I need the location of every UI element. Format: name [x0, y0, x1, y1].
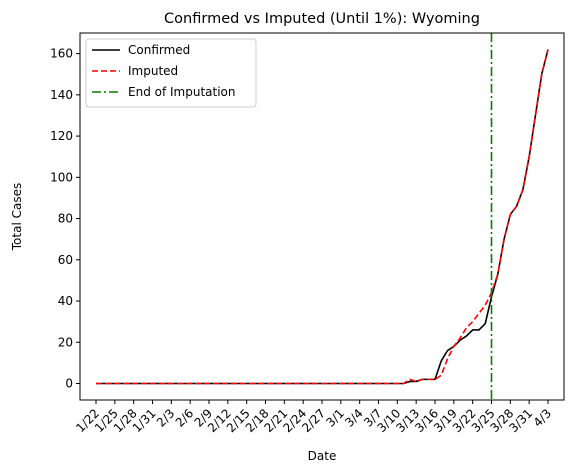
y-axis: 0 20 40 60 80 100 120 140 160 [50, 47, 80, 391]
y-tick-label: 0 [65, 377, 73, 391]
x-axis-label: Date [308, 449, 337, 463]
y-tick-label: 160 [50, 47, 73, 61]
x-tick-label: 4/3 [531, 406, 555, 430]
y-tick-label: 140 [50, 88, 73, 102]
legend-label: Confirmed [128, 43, 190, 57]
y-tick-label: 80 [58, 212, 73, 226]
y-axis-label: Total Cases [10, 183, 24, 251]
y-tick-label: 60 [58, 253, 73, 267]
y-tick-label: 100 [50, 170, 73, 184]
legend-box [85, 38, 257, 108]
legend-label: Imputed [128, 64, 178, 78]
chart-title: Confirmed vs Imputed (Until 1%): Wyoming [164, 11, 480, 27]
y-tick-label: 120 [50, 129, 73, 143]
legend: Confirmed Imputed End of Imputation [85, 38, 257, 108]
y-tick-label: 20 [58, 335, 73, 349]
legend-label: End of Imputation [128, 85, 236, 99]
y-tick-label: 40 [58, 294, 73, 308]
series-line-imputed [96, 49, 549, 385]
x-axis: 1/221/251/281/312/32/62/92/122/152/182/2… [73, 400, 554, 435]
